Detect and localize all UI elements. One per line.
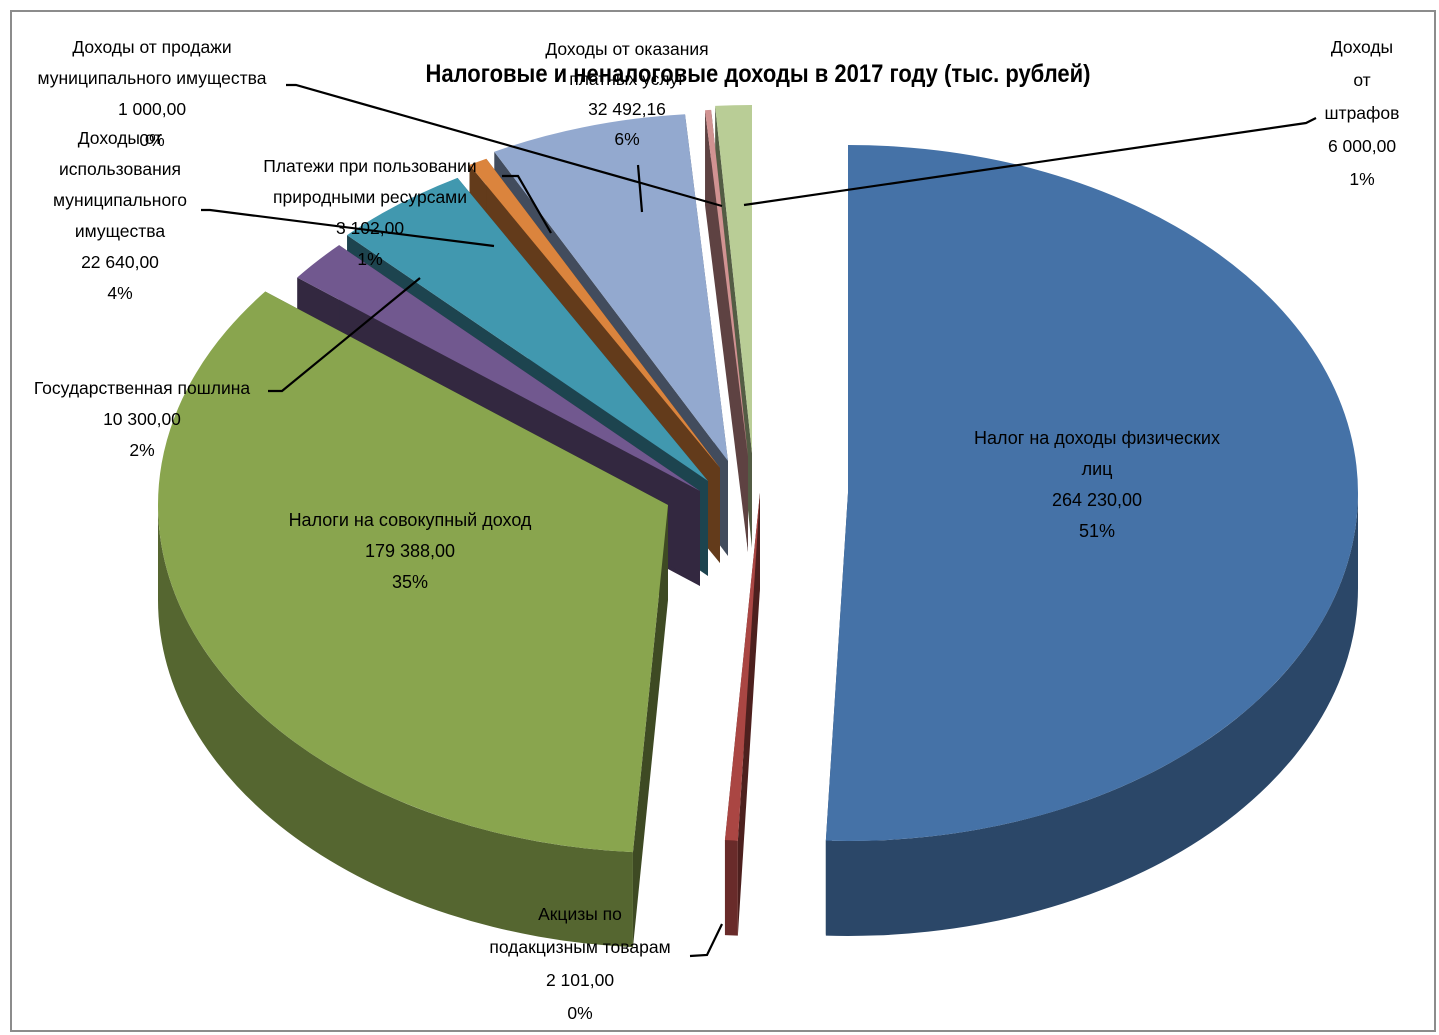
leader-line-prodazha [286, 83, 723, 208]
slice-name-line: Платежи при пользовании [263, 156, 476, 176]
slice-value: 179 388,00 [365, 541, 455, 561]
slice-label-sovokupny: Налоги на совокупный доход 179 388,00 35% [289, 510, 532, 592]
leader-line-platnye [636, 164, 644, 213]
slice-name-line: Доходы [1331, 37, 1393, 57]
slice-name-line: Доходы от [78, 128, 163, 148]
slice-label-ispolzovanie: Доходы от использования муниципального имущ… [53, 128, 187, 303]
slice-aktsizy [724, 493, 760, 841]
slice-prirodnye [469, 158, 720, 468]
slice-value: 264 230,00 [1052, 490, 1142, 510]
slice-ispolzovanie [347, 177, 708, 482]
slice-value: 6 000,00 [1328, 136, 1396, 156]
slice-name-line: платных услуг [569, 69, 685, 89]
slice-label-ndfl: Налог на доходы физических лиц 264 230,00 5… [974, 428, 1220, 541]
leader-line-aktsizy [689, 923, 723, 958]
slice-label-prirodnye: Платежи при пользовании природными ресурс… [263, 156, 476, 269]
slice-shtrafy [715, 105, 752, 453]
slice-value: 1 000,00 [118, 99, 186, 119]
slice-sovokupny [158, 291, 668, 853]
slice-value: 3 102,00 [336, 218, 404, 238]
slice-tops [158, 105, 1359, 853]
leader-line-gosposhlina [268, 277, 421, 393]
slice-label-aktsizy: Акцизы по подакцизным товарам 2 101,00 0% [489, 904, 670, 1023]
slice-rim-aktsizy [724, 840, 738, 936]
slice-rim-ndfl [825, 493, 1358, 936]
slice-name-line: природными ресурсами [273, 187, 467, 207]
slice-name-line: подакцизным товарам [489, 937, 670, 957]
slice-name-line: штрафов [1325, 103, 1400, 123]
slice-ndfl [825, 145, 1359, 842]
slice-name-line: Налог на доходы физических [974, 428, 1220, 448]
slice-name-line: от [1353, 70, 1370, 90]
leader-lines [201, 83, 1317, 958]
slice-wall-sovokupny-0 [632, 505, 668, 948]
slice-name-line: использования [59, 159, 181, 179]
slice-labels: Налог на доходы физических лиц 264 230,00 5… [34, 37, 1400, 1023]
slice-label-platnye: Доходы от оказания платных услуг 32 492,16… [545, 39, 708, 149]
slice-name-line: муниципального [53, 190, 187, 210]
slice-percent: 35% [392, 572, 428, 592]
slice-percent: 51% [1079, 521, 1115, 541]
slice-percent: 1% [1349, 169, 1374, 189]
leader-line-shtrafy [743, 117, 1317, 207]
slice-name-line: Доходы от продажи [72, 37, 231, 57]
slice-value: 10 300,00 [103, 409, 181, 429]
slice-percent: 2% [129, 440, 154, 460]
slice-name-line: Доходы от оказания [545, 39, 708, 59]
slice-platnye [494, 114, 728, 461]
slice-percent: 4% [107, 283, 132, 303]
slice-label-prodazha: Доходы от продажи муниципального имуществ… [37, 37, 266, 150]
slice-value: 2 101,00 [546, 970, 614, 990]
slice-name-line: Государственная пошлина [34, 378, 251, 398]
chart-title: Налоговые и неналоговые доходы в 2017 го… [426, 60, 1091, 88]
slice-rim-sovokupny [158, 505, 633, 948]
slice-percent: 6% [614, 129, 639, 149]
slice-percent: 0% [139, 130, 164, 150]
leader-line-prirodnye [502, 174, 552, 234]
slice-value: 32 492,16 [588, 99, 666, 119]
chart-frame [10, 10, 1436, 1032]
slice-value: 22 640,00 [81, 252, 159, 272]
slice-name-line: муниципального имущества [37, 68, 266, 88]
slice-name-line: Акцизы по [538, 904, 622, 924]
slice-percent: 0% [567, 1003, 592, 1023]
slice-name-line: Налоги на совокупный доход [289, 510, 532, 530]
slice-label-shtrafy: Доходы от штрафов 6 000,00 1% [1325, 37, 1400, 189]
slice-label-gosposhlina: Государственная пошлина 10 300,00 2% [34, 378, 251, 460]
leader-line-ispolzovanie [201, 208, 495, 248]
slice-name-line: лиц [1082, 459, 1113, 479]
slice-percent: 1% [357, 249, 382, 269]
slice-prodazha [705, 109, 748, 457]
slice-name-line: имущества [75, 221, 166, 241]
slice-gosposhlina [297, 245, 700, 491]
